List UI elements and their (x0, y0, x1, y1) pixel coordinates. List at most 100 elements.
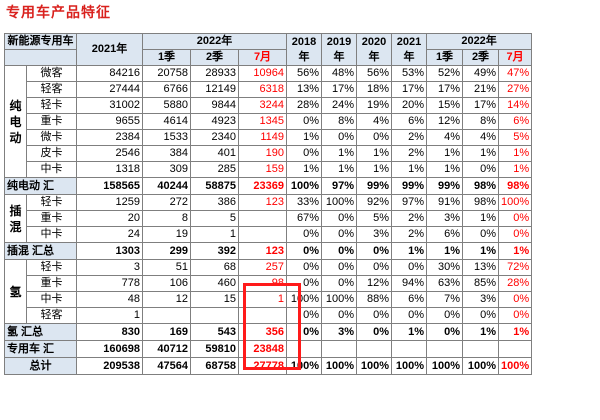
subtotal-p2020: 0% (356, 323, 392, 341)
value-cell-pq2: 98% (462, 194, 499, 211)
value-cell-pq1: 52% (426, 65, 463, 82)
value-cell-pq2: 49% (462, 65, 499, 82)
value-cell-p2019: 0% (321, 226, 357, 243)
category-cell: 轻卡 (26, 97, 77, 114)
value-cell-jul: 190 (238, 145, 287, 162)
col-2022-header: 2022年 (142, 33, 287, 50)
subtotal-p2020: 0% (356, 242, 392, 260)
subtotal-p2020: 99% (356, 177, 392, 195)
value-cell-jul: 10964 (238, 65, 287, 82)
value-cell-pq1: 30% (426, 259, 463, 276)
value-cell-pjul: 1% (497, 145, 533, 162)
category-cell: 重卡 (26, 210, 77, 227)
value-cell-q1: 19 (142, 226, 191, 243)
subtotal-jul: 356 (238, 323, 287, 341)
category-cell: 中卡 (26, 226, 77, 243)
grand-total-jul: 27778 (238, 357, 287, 375)
value-cell-p2019: 0% (321, 210, 357, 227)
value-cell-pq1: 15% (426, 97, 463, 114)
value-cell-p2021: 53% (391, 65, 427, 82)
col-2021-header: 2021年 (76, 33, 143, 66)
value-cell-v2021: 84216 (76, 65, 143, 82)
value-cell-pq2: 13% (462, 259, 499, 276)
value-cell-pq2: 3% (462, 291, 499, 308)
value-cell-pjul: 0% (497, 210, 533, 227)
value-cell-q1: 1533 (142, 129, 191, 146)
value-cell-p2019: 0% (321, 259, 357, 276)
subtotal-p2018: 0% (286, 323, 322, 341)
special-total-label: 专用车 汇 (4, 340, 77, 358)
subtotal-v2021: 158565 (76, 177, 143, 195)
value-cell-q1: 272 (142, 194, 191, 211)
grand-total-p2019: 100% (321, 357, 357, 375)
table-row: 纯电动 微客 84216 20758 28933 10964 56% 48% 56% 53% 52%… (4, 65, 533, 178)
value-cell-v2021: 3 (76, 259, 143, 276)
subtotal-q1: 169 (142, 323, 191, 341)
category-cell: 皮卡 (26, 145, 77, 162)
subtotal-p2021: 1% (391, 323, 427, 341)
category-cell: 轻卡 (26, 194, 77, 211)
value-cell-q1: 106 (142, 275, 191, 292)
share-jul-header: 7月 (497, 49, 533, 66)
corner-header-cont (4, 49, 77, 66)
special-total-jul: 23848 (238, 340, 287, 358)
value-cell-pjul: 100% (497, 194, 533, 211)
value-cell-p2021: 2% (391, 210, 427, 227)
subtotal-q1: 40244 (142, 177, 191, 195)
value-cell-p2021: 0% (391, 307, 427, 324)
grand-total-pq1: 100% (426, 357, 463, 375)
value-cell-p2020: 56% (356, 65, 392, 82)
subtotal-p2021: 99% (391, 177, 427, 195)
value-cell-pq1: 4% (426, 129, 463, 146)
share-q1-header: 1季 (426, 49, 463, 66)
table-row: 氢轻卡 3 51 68 257 0% 0% 0% 0% 30% 13% 72% (4, 259, 533, 324)
value-cell-q2: 460 (190, 275, 239, 292)
value-cell-p2020: 19% (356, 97, 392, 114)
value-cell-v2021: 31002 (76, 97, 143, 114)
value-cell-q1: 51 (142, 259, 191, 276)
special-total-q2: 59810 (190, 340, 239, 358)
group-label: 氢 (4, 259, 27, 324)
group-label: 纯电动 (4, 65, 27, 178)
subtotal-p2018: 0% (286, 242, 322, 260)
value-cell-pq1: 12% (426, 113, 463, 130)
value-cell-jul: 1149 (238, 129, 287, 146)
subtotal-row: 纯电动 汇 158565 40244 58875 23369 100% 97% 99% 99% 9… (4, 177, 533, 195)
value-cell-p2018: 67% (286, 210, 322, 227)
value-cell-p2018: 1% (286, 129, 322, 146)
value-cell-jul: 1345 (238, 113, 287, 130)
value-cell-pq2: 85% (462, 275, 499, 292)
value-cell-pq2: 4% (462, 129, 499, 146)
value-cell-p2021: 20% (391, 97, 427, 114)
value-cell-p2018: 1% (286, 161, 322, 178)
subtotal-q2: 392 (190, 242, 239, 260)
value-cell-p2020: 12% (356, 275, 392, 292)
value-cell-p2018: 0% (286, 259, 322, 276)
table-row: 中卡 1318 309 285 159 1% 1% 1% 1% 1% 0% 1% (5, 161, 533, 178)
value-cell-q2: 4923 (190, 113, 239, 130)
value-cell-pq1: 7% (426, 291, 463, 308)
category-cell: 重卡 (26, 275, 77, 292)
value-cell-p2019: 100% (321, 291, 357, 308)
value-cell-pq2: 1% (462, 210, 499, 227)
table-row: 重卡 778 106 460 98 0% 0% 12% 94% 63% 85% 28% (5, 275, 533, 292)
empty-cell (356, 340, 392, 358)
subtotal-p2019: 97% (321, 177, 357, 195)
value-cell-pjul: 5% (497, 129, 533, 146)
value-cell-pq2: 1% (462, 145, 499, 162)
corner-header: 新能源专用车 (4, 33, 77, 50)
subtotal-q2: 58875 (190, 177, 239, 195)
value-cell-q2: 2340 (190, 129, 239, 146)
value-cell-p2020: 88% (356, 291, 392, 308)
value-cell-pq2: 0% (462, 307, 499, 324)
value-cell-q2: 386 (190, 194, 239, 211)
table-row: 重卡 9655 4614 4923 1345 0% 8% 4% 6% 12% 8% 6% (5, 113, 533, 130)
value-cell-q2: 9844 (190, 97, 239, 114)
category-cell: 中卡 (26, 291, 77, 308)
value-cell-p2018: 56% (286, 65, 322, 82)
value-cell-p2021: 2% (391, 129, 427, 146)
value-cell-jul: 123 (238, 194, 287, 211)
table-row: 插混 轻卡 1259 272 386 123 33% 100% 92% 97% 91% 98% 100% (4, 194, 533, 243)
value-cell-pq2: 21% (462, 81, 499, 98)
value-cell-p2019: 100% (321, 194, 357, 211)
